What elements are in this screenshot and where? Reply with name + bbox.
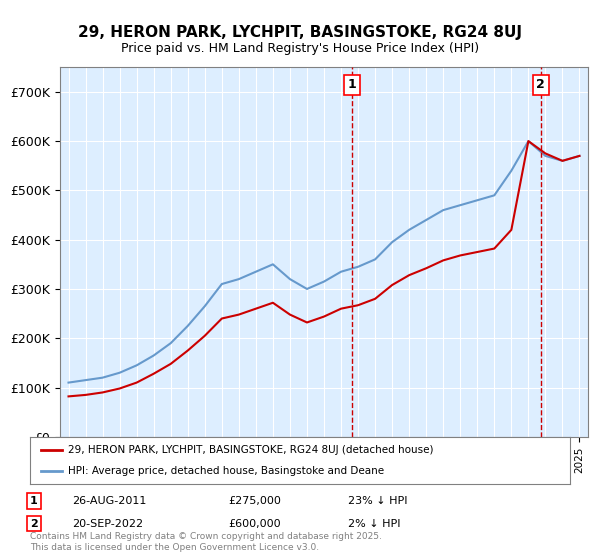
Text: 29, HERON PARK, LYCHPIT, BASINGSTOKE, RG24 8UJ: 29, HERON PARK, LYCHPIT, BASINGSTOKE, RG…	[78, 25, 522, 40]
Text: 29, HERON PARK, LYCHPIT, BASINGSTOKE, RG24 8UJ (detached house): 29, HERON PARK, LYCHPIT, BASINGSTOKE, RG…	[68, 445, 433, 455]
Text: 2: 2	[30, 519, 38, 529]
Text: Price paid vs. HM Land Registry's House Price Index (HPI): Price paid vs. HM Land Registry's House …	[121, 42, 479, 55]
Text: £275,000: £275,000	[228, 496, 281, 506]
Text: HPI: Average price, detached house, Basingstoke and Deane: HPI: Average price, detached house, Basi…	[68, 466, 384, 476]
Text: 1: 1	[348, 78, 356, 91]
Text: 20-SEP-2022: 20-SEP-2022	[72, 519, 143, 529]
Text: 26-AUG-2011: 26-AUG-2011	[72, 496, 146, 506]
Text: £600,000: £600,000	[228, 519, 281, 529]
Text: Contains HM Land Registry data © Crown copyright and database right 2025.
This d: Contains HM Land Registry data © Crown c…	[30, 532, 382, 552]
Text: 2% ↓ HPI: 2% ↓ HPI	[348, 519, 401, 529]
Text: 23% ↓ HPI: 23% ↓ HPI	[348, 496, 407, 506]
Text: 2: 2	[536, 78, 545, 91]
Text: 1: 1	[30, 496, 38, 506]
